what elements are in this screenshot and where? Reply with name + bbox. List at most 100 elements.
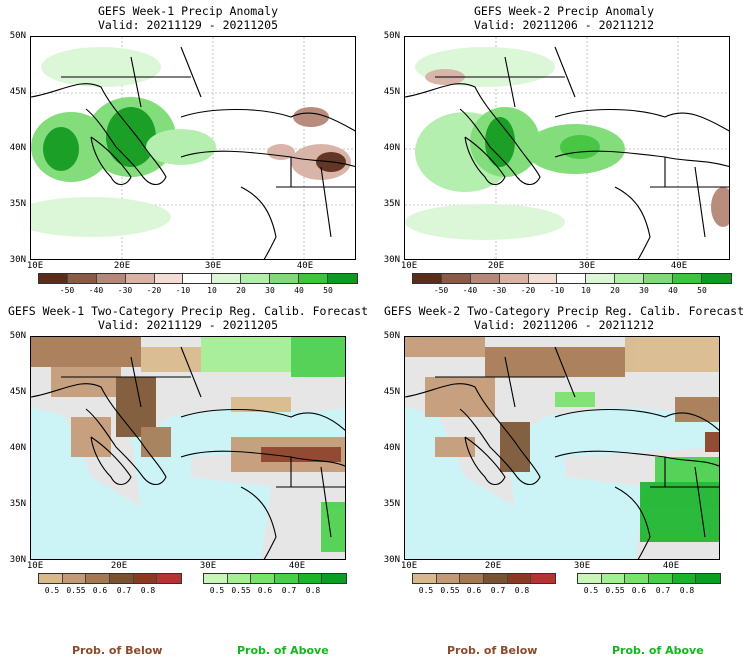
lat-label: 35N: [6, 499, 26, 509]
anomaly-map-2: [405, 37, 730, 260]
lat-label: 35N: [380, 499, 400, 509]
anomaly-colorbar: [412, 273, 732, 284]
colorbar-tick: 10: [198, 286, 226, 295]
colorbar-swatch: [578, 574, 602, 583]
colorbar-swatch: [644, 274, 673, 283]
lon-label: 30E: [196, 561, 220, 571]
below-colorbar: [38, 573, 182, 584]
legend-prob-above-left: Prob. of Above: [237, 644, 329, 657]
map-week1-anomaly: [30, 36, 356, 260]
colorbar-swatch: [702, 274, 731, 283]
colorbar-tick: -30: [111, 286, 139, 295]
legend-prob-below-right: Prob. of Below: [447, 644, 537, 657]
colorbar-swatch: [126, 274, 155, 283]
colorbar-tick: -20: [514, 286, 542, 295]
colorbar-tick: 40: [285, 286, 313, 295]
lon-label: 10E: [23, 261, 47, 271]
colorbar-swatch: [673, 574, 697, 583]
lat-label: 40N: [6, 143, 26, 153]
colorbar-swatch: [155, 274, 184, 283]
lat-label: 50N: [6, 31, 26, 41]
colorbar-tick: 10: [572, 286, 600, 295]
lon-label: 10E: [397, 561, 421, 571]
panel-valid: Valid: 20211129 - 20211205: [0, 318, 376, 332]
colorbar-tick: 20: [601, 286, 629, 295]
colorbar-swatch: [500, 274, 529, 283]
colorbar-swatch: [322, 574, 346, 583]
map-week1-probability: [30, 336, 346, 560]
lon-label: 40E: [293, 261, 317, 271]
colorbar-tick: 20: [227, 286, 255, 295]
lon-label: 20E: [110, 261, 134, 271]
colorbar-swatch: [484, 574, 508, 583]
colorbar-swatch: [110, 574, 134, 583]
colorbar-tick: 0.8: [673, 586, 701, 595]
panel-title: GEFS Week-1 Two-Category Precip Reg. Cal…: [0, 304, 376, 318]
anomaly-map-1: [31, 37, 356, 260]
colorbar-tick: 50: [688, 286, 716, 295]
colorbar-swatch: [615, 274, 644, 283]
lon-label: 10E: [23, 561, 47, 571]
colorbar-tick: 0.8: [299, 586, 327, 595]
colorbar-tick: 0.8: [508, 586, 536, 595]
colorbar-swatch: [157, 574, 181, 583]
lat-label: 50N: [6, 331, 26, 341]
colorbar-swatch: [299, 274, 328, 283]
colorbar-tick: 0.8: [134, 586, 162, 595]
lon-label: 30E: [570, 561, 594, 571]
colorbar-swatch: [413, 574, 437, 583]
colorbar-tick: -10: [169, 286, 197, 295]
panel-valid: Valid: 20211206 - 20211212: [376, 18, 752, 32]
colorbar-swatch: [508, 574, 532, 583]
lat-label: 40N: [380, 443, 400, 453]
lon-label: 10E: [397, 261, 421, 271]
colorbar-swatch: [413, 274, 442, 283]
lat-label: 45N: [380, 387, 400, 397]
anomaly-colorbar: [38, 273, 358, 284]
lon-label: 40E: [659, 561, 683, 571]
colorbar-swatch: [442, 274, 471, 283]
colorbar-swatch: [97, 274, 126, 283]
panel-week1-probability: GEFS Week-1 Two-Category Precip Reg. Cal…: [0, 300, 376, 600]
lon-label: 20E: [484, 261, 508, 271]
colorbar-swatch: [275, 574, 299, 583]
map-week2-anomaly: [404, 36, 730, 260]
panel-title: GEFS Week-1 Precip Anomaly: [0, 4, 376, 18]
colorbar-tick: 30: [630, 286, 658, 295]
probability-map-1: [31, 337, 346, 560]
colorbar-tick: 40: [659, 286, 687, 295]
colorbar-swatch: [586, 274, 615, 283]
colorbar-swatch: [39, 274, 68, 283]
colorbar-swatch: [134, 574, 158, 583]
lon-label: 30E: [575, 261, 599, 271]
colorbar-swatch: [251, 574, 275, 583]
panel-week1-anomaly: GEFS Week-1 Precip Anomaly Valid: 202111…: [0, 0, 376, 300]
lat-label: 45N: [6, 87, 26, 97]
colorbar-tick: -40: [456, 286, 484, 295]
lat-label: 45N: [6, 387, 26, 397]
colorbar-swatch: [557, 274, 586, 283]
colorbar-swatch: [86, 574, 110, 583]
panel-week2-probability: GEFS Week-2 Two-Category Precip Reg. Cal…: [376, 300, 752, 600]
panel-title: GEFS Week-2 Precip Anomaly: [376, 4, 752, 18]
colorbar-swatch: [204, 574, 228, 583]
colorbar-swatch: [460, 574, 484, 583]
below-colorbar: [412, 573, 556, 584]
lat-label: 35N: [380, 199, 400, 209]
colorbar-swatch: [68, 274, 97, 283]
colorbar-swatch: [602, 574, 626, 583]
colorbar-swatch: [63, 574, 87, 583]
colorbar-swatch: [529, 274, 558, 283]
colorbar-swatch: [649, 574, 673, 583]
colorbar-tick: -30: [485, 286, 513, 295]
colorbar-swatch: [39, 574, 63, 583]
legend-prob-below-left: Prob. of Below: [72, 644, 162, 657]
colorbar-swatch: [212, 274, 241, 283]
panel-title: GEFS Week-2 Two-Category Precip Reg. Cal…: [376, 304, 752, 318]
colorbar-tick: -50: [427, 286, 455, 295]
panel-valid: Valid: 20211206 - 20211212: [376, 318, 752, 332]
colorbar-swatch: [241, 274, 270, 283]
colorbar-swatch: [625, 574, 649, 583]
colorbar-swatch: [270, 274, 299, 283]
lon-label: 20E: [481, 561, 505, 571]
